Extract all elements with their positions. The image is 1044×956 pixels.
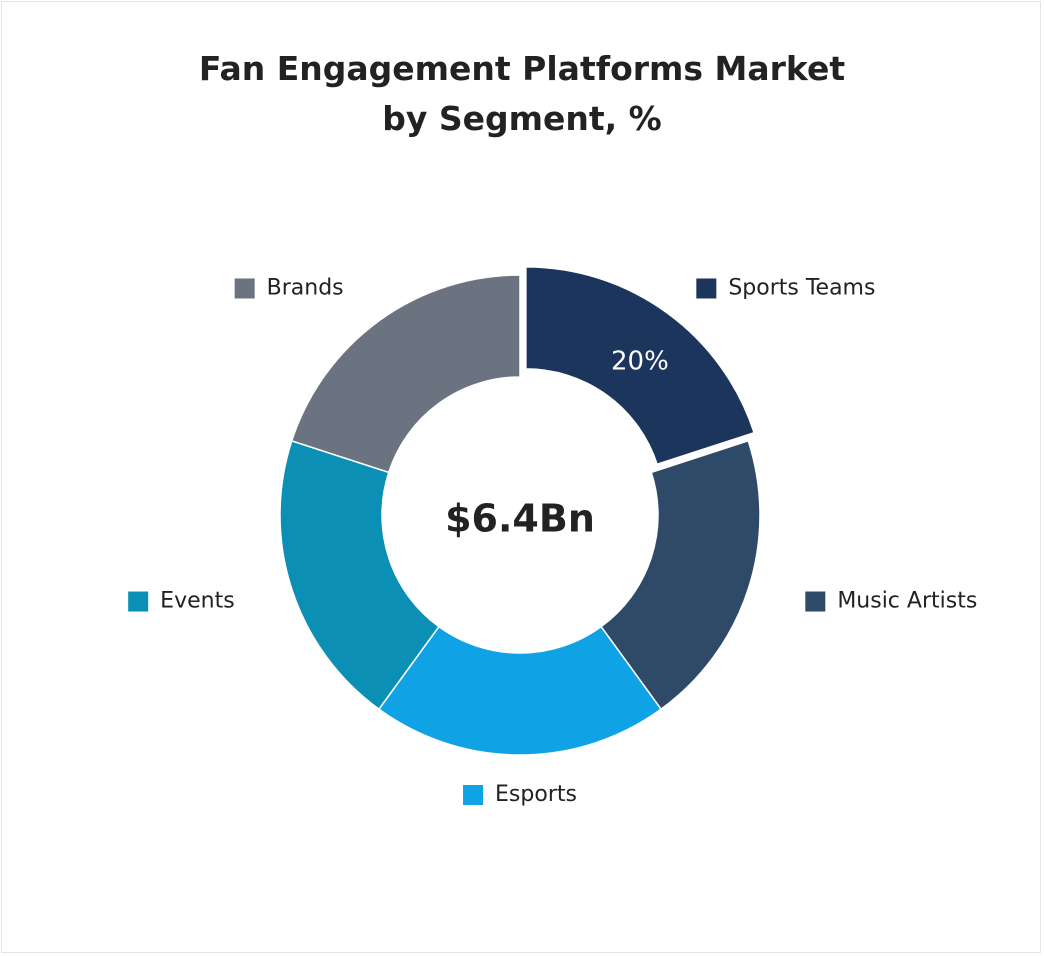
value-label: 20% — [611, 346, 669, 376]
legend-swatch — [463, 785, 484, 805]
donut-segment — [377, 625, 663, 756]
legend-label: Events — [160, 589, 235, 614]
center-label: $6.4Bn — [445, 497, 595, 541]
legend-label: Music Artists — [837, 589, 977, 614]
legend-swatch — [696, 278, 717, 299]
legend-label: Sports Teams — [728, 275, 875, 300]
chart-title: Fan Engagement Platforms Market by Segme… — [198, 49, 846, 138]
donut-segment — [290, 274, 521, 474]
donut-segment — [279, 439, 440, 711]
legend-swatch — [234, 278, 255, 299]
legend-swatch — [805, 591, 826, 612]
legend-label: Esports — [495, 782, 577, 807]
legend-label: Brands — [267, 275, 344, 300]
donut-segment — [525, 266, 756, 466]
donut-segment — [600, 439, 761, 711]
legend-swatch — [128, 591, 149, 612]
